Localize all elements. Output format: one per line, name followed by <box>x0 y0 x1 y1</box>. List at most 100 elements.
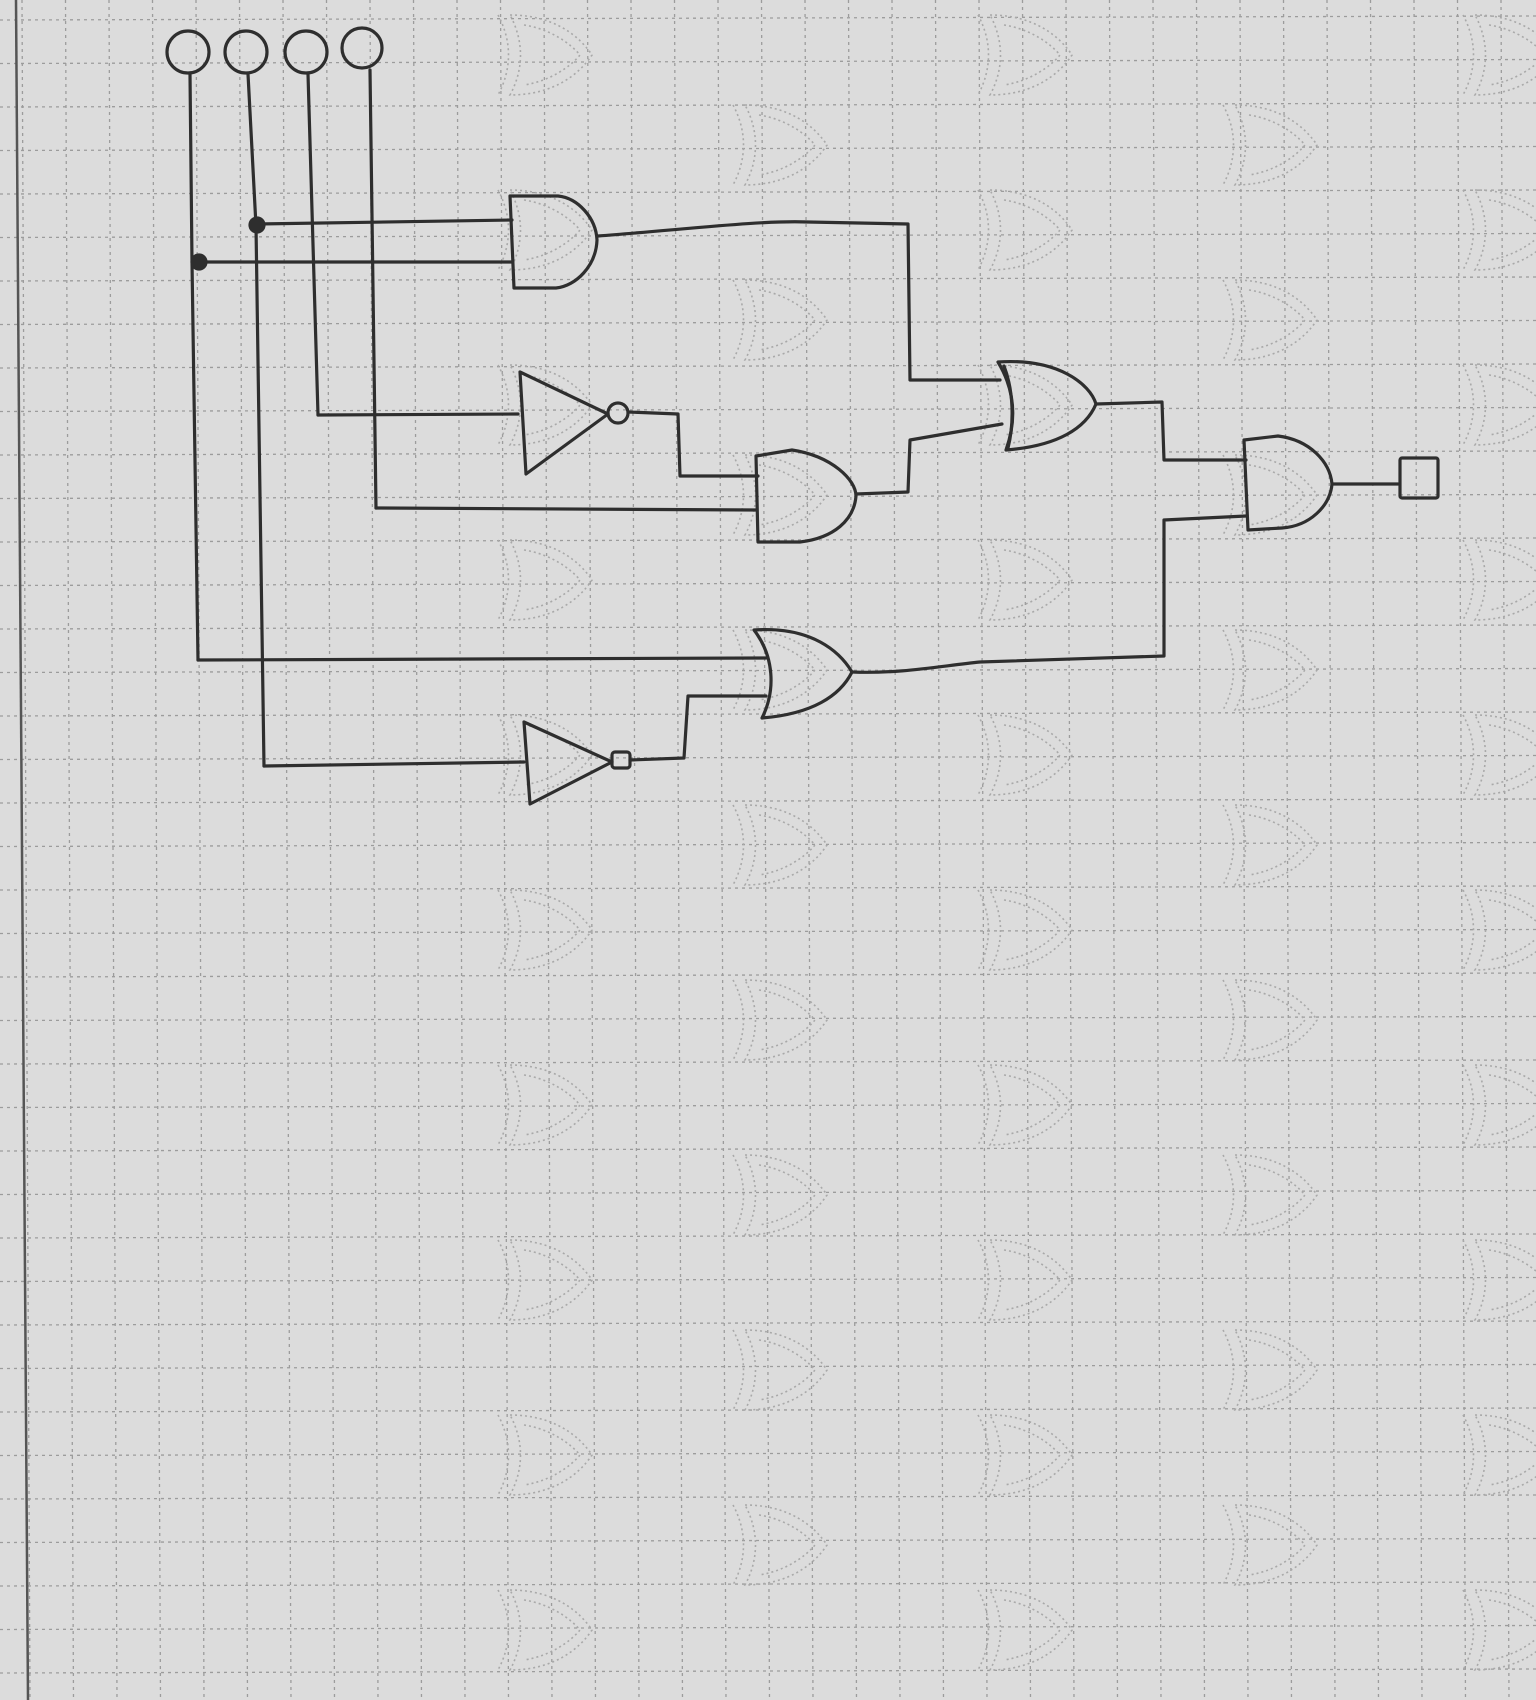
faint-xor-gate-stroke <box>497 539 510 621</box>
faint-xor-gate <box>1462 1239 1536 1321</box>
faint-xor-gate <box>732 979 828 1061</box>
grid-line-vertical <box>195 0 205 1700</box>
faint-xor-gate-stroke <box>1473 189 1536 271</box>
faint-xor-gate-stroke <box>1222 1329 1235 1411</box>
faint-xor-gate <box>497 889 593 971</box>
faint-xor-gate-stroke <box>1473 1589 1536 1671</box>
faint-xor-gate-stroke <box>732 279 745 361</box>
wire-in1-to-or2 <box>196 656 768 662</box>
faint-xor-gate-stroke <box>1222 279 1235 361</box>
faint-xor-gate-stroke <box>497 1239 510 1321</box>
grid-line-vertical <box>1152 0 1162 1700</box>
faint-xor-gate-stroke <box>988 189 1073 271</box>
faint-xor-gate-stroke <box>988 539 1073 621</box>
faint-xor-gate-stroke <box>1233 279 1318 361</box>
faint-xor-gate-stroke <box>743 804 828 886</box>
faint-xor-gate-stroke <box>497 14 510 96</box>
wire-and1-to-or1 <box>596 220 1002 382</box>
faint-xor-gate-stroke <box>1473 14 1536 96</box>
grid-line-vertical <box>1108 0 1119 1700</box>
faint-xor-gate-stroke <box>988 14 1073 96</box>
faint-xor-gate-stroke <box>1462 14 1475 96</box>
faint-xor-gate <box>1462 364 1536 446</box>
faint-xor-gate-stroke <box>1233 1504 1318 1586</box>
faint-xor-gate-stroke <box>977 1064 990 1146</box>
faint-xor-gate <box>497 14 593 96</box>
faint-xor-gate-stroke <box>497 714 510 796</box>
faint-xor-gate-stroke <box>988 1064 1073 1146</box>
wire-not2-to-or2 <box>628 694 768 762</box>
faint-xor-gate <box>1462 889 1536 971</box>
faint-xor-gate-stroke <box>732 1329 745 1411</box>
input-circle-2 <box>223 29 269 75</box>
faint-xor-gate <box>1222 1329 1318 1411</box>
wire-in2-to-not2 <box>262 760 526 768</box>
faint-xor-gate-stroke <box>743 104 828 186</box>
faint-xor-gate-stroke <box>1473 889 1536 971</box>
grid-line-vertical <box>1021 0 1032 1700</box>
grid-line-vertical <box>717 0 727 1700</box>
faint-xor-gate-stroke <box>508 1064 593 1146</box>
input-circle-1 <box>165 29 211 75</box>
faint-xor-gate-stroke <box>977 1239 990 1321</box>
faint-xor-gate-stroke <box>743 279 828 361</box>
faint-xor-gate <box>1222 629 1318 711</box>
faint-xor-gate-stroke <box>988 1589 1073 1671</box>
faint-xor-gate-stroke <box>1222 1154 1235 1236</box>
faint-xor-gate <box>977 14 1073 96</box>
faint-xor-gate <box>497 539 593 621</box>
faint-xor-gate-stroke <box>988 714 1073 796</box>
faint-xor-gate-stroke <box>508 1589 593 1671</box>
faint-xor-gate-stroke <box>508 539 593 621</box>
grid-line-vertical <box>804 0 814 1700</box>
faint-xor-gate <box>1222 804 1318 886</box>
faint-xor-gate-stroke <box>1233 1154 1318 1236</box>
grid-line-vertical <box>151 0 162 1700</box>
grid-line-vertical <box>1413 0 1423 1700</box>
faint-xor-gate <box>977 889 1073 971</box>
faint-xor-gate-stroke <box>1473 1239 1536 1321</box>
faint-xor-gate <box>732 804 828 886</box>
grid-line-vertical <box>760 0 771 1700</box>
grid-line-vertical <box>586 0 597 1700</box>
faint-xor-gate-stroke <box>977 14 990 96</box>
faint-xor-gate-stroke <box>497 1589 510 1671</box>
not-gate-2 <box>522 720 614 806</box>
faint-xor-gate-stroke <box>1473 1414 1536 1496</box>
faint-xor-gate <box>1462 189 1536 271</box>
faint-xor-gate-stroke <box>497 1064 510 1146</box>
faint-xor-gate-stroke <box>497 889 510 971</box>
faint-xor-gate-stroke <box>732 804 745 886</box>
faint-xor-gate-stroke <box>497 189 510 271</box>
faint-xor-gate-stroke <box>508 189 593 271</box>
faint-xor-gate-stroke <box>988 1414 1073 1496</box>
wire-in3-to-not1 <box>316 412 520 417</box>
grid-line-vertical <box>499 0 510 1700</box>
faint-xor-gate-stroke <box>1233 1329 1318 1411</box>
faint-xor-gate-stroke <box>732 104 745 186</box>
grid-line-vertical <box>412 0 423 1700</box>
faint-xor-gate <box>732 279 828 361</box>
faint-xor-gate <box>977 189 1073 271</box>
faint-xor-gate <box>1462 539 1536 621</box>
faint-xor-gate <box>497 714 593 796</box>
faint-xor-gate-stroke <box>508 889 593 971</box>
faint-xor-gate-stroke <box>743 1154 828 1236</box>
faint-xor-gate-stroke <box>1462 1589 1475 1671</box>
faint-xor-gate <box>732 104 828 186</box>
wire-and2-to-or1 <box>854 422 1004 496</box>
grid-line-vertical <box>108 0 118 1700</box>
faint-xor-gate-stroke <box>1462 539 1475 621</box>
grid-line-vertical <box>325 0 336 1700</box>
faint-xor-gate-stroke <box>1233 629 1318 711</box>
faint-xor-gate-stroke <box>977 1589 990 1671</box>
grid-line-vertical <box>891 0 901 1700</box>
or-gate-2 <box>752 628 854 720</box>
faint-xor-gate <box>1462 1589 1536 1671</box>
grid-line-vertical <box>543 0 553 1700</box>
faint-xor-gate <box>1222 1154 1318 1236</box>
faint-xor-gate-stroke <box>743 1329 828 1411</box>
faint-xor-gate-stroke <box>1233 804 1318 886</box>
faint-xor-gate-stroke <box>1233 979 1318 1061</box>
